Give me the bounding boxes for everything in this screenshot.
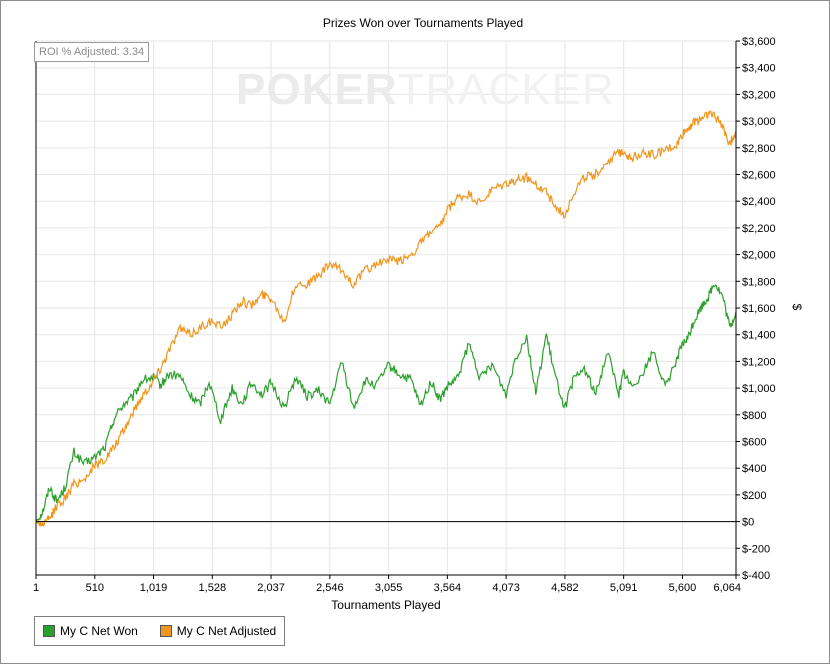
x-tick-label: 2,546 (316, 582, 344, 594)
series-line-net-adjusted (35, 109, 737, 528)
y-tick-label: $0 (742, 517, 754, 529)
y-tick-label: $2,200 (742, 223, 776, 235)
y-tick-label: $1,200 (742, 356, 776, 368)
y-tick-label: $3,600 (742, 36, 776, 48)
watermark-part-a: POKER (236, 65, 398, 114)
x-tick-label: 4,582 (551, 582, 579, 594)
y-tick-label: $800 (742, 410, 766, 422)
legend-swatch-net-won (43, 625, 55, 637)
pokertracker-watermark-logo: POKERTRACKER (236, 65, 615, 115)
y-tick-label: $2,400 (742, 196, 776, 208)
y-tick-label: $2,800 (742, 143, 776, 155)
y-tick-label: $1,800 (742, 276, 776, 288)
y-tick-label: $1,400 (742, 330, 776, 342)
series-line-net-won (35, 284, 737, 522)
x-tick-label: 6,064 (713, 582, 741, 594)
x-tick-label: 510 (86, 582, 104, 594)
x-tick-label: 2,037 (257, 582, 285, 594)
x-axis-title: Tournaments Played (331, 598, 440, 612)
legend-item-net-adjusted[interactable]: My C Net Adjusted (159, 624, 277, 638)
y-tick-label: $400 (742, 463, 766, 475)
x-tick-label: 1,528 (199, 582, 227, 594)
x-tick-label: 5,600 (669, 582, 697, 594)
y-tick-label: $3,200 (742, 89, 776, 101)
legend-label-net-won: My C Net Won (60, 624, 138, 638)
x-tick-label: 4,073 (492, 582, 520, 594)
y-tick-label: $3,000 (742, 116, 776, 128)
axes: $3,600 $3,400 $3,200 $3,000 $2,800 $2,600 $2,4… (33, 36, 776, 594)
watermark-part-b: TRACKER (397, 65, 615, 114)
y-tick-label: $1,600 (742, 303, 776, 315)
x-tick-label: 3,564 (434, 582, 462, 594)
y-tick-label: $200 (742, 490, 766, 502)
x-tick-label: 1 (33, 582, 39, 594)
y-tick-label: $600 (742, 437, 766, 449)
y-tick-label: $1,000 (742, 383, 776, 395)
legend-item-net-won[interactable]: My C Net Won (43, 624, 138, 638)
y-tick-label: $2,600 (742, 170, 776, 182)
grid (35, 40, 737, 576)
series-lines (35, 109, 737, 528)
y-tick-label: $-400 (742, 570, 770, 582)
y-tick-label: $2,000 (742, 250, 776, 262)
y-tick-label: $-200 (742, 543, 770, 555)
x-tick-label: 5,091 (610, 582, 638, 594)
roi-annotation: ROI % Adjusted: 3.34 (34, 42, 150, 62)
x-tick-label: 1,019 (140, 582, 168, 594)
legend: My C Net Won My C Net Adjusted (34, 616, 286, 646)
y-tick-label: $3,400 (742, 63, 776, 75)
x-tick-label: 3,055 (375, 582, 403, 594)
legend-label-net-adjusted: My C Net Adjusted (176, 624, 277, 638)
y-axis-title: $ (790, 304, 804, 311)
chart-title: Prizes Won over Tournaments Played (323, 16, 523, 30)
legend-swatch-net-adjusted (159, 625, 172, 637)
